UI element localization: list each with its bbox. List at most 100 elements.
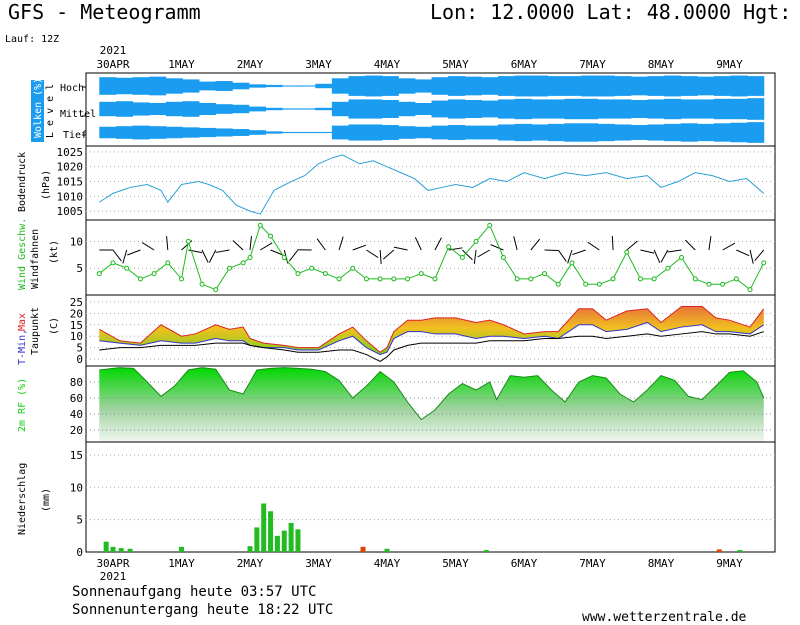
cloud-cell <box>581 98 599 120</box>
cloud-cell <box>581 75 599 97</box>
cloud-cell <box>614 124 632 141</box>
cloud-cell <box>365 99 383 119</box>
cloud-cell <box>448 76 466 96</box>
wind-speed-point <box>610 276 616 282</box>
cloud-cell <box>497 99 516 119</box>
wind-ylabel: Wind Geschw. <box>17 218 28 290</box>
cloud-cell <box>99 126 117 139</box>
cloud-cell <box>464 100 482 118</box>
cloud-cell <box>630 100 648 118</box>
temp-range-area <box>99 306 764 355</box>
cloud-cell <box>647 76 665 96</box>
cloud-cell <box>597 123 615 142</box>
cloud-cell <box>381 100 399 118</box>
cloud-cell <box>614 99 632 119</box>
cloud-cell <box>597 99 615 119</box>
wind-speed-point <box>446 244 452 250</box>
wind-speed-point <box>596 281 602 287</box>
wind-barb <box>188 249 203 254</box>
cloud-cell <box>713 98 732 120</box>
day-label-bottom: 1MAY <box>168 557 195 570</box>
wind-barb <box>434 237 442 251</box>
wind-barb <box>288 249 299 262</box>
temp-ylabel-tmax: Max <box>17 313 28 331</box>
cloud-cell <box>265 84 283 88</box>
precip-bar <box>179 546 184 552</box>
wind-barb <box>122 249 128 264</box>
cloud-cell <box>547 76 565 96</box>
cloud-cell <box>232 104 250 114</box>
wind-barb <box>626 240 638 251</box>
pressure-tick-label: 1025 <box>57 146 84 159</box>
cloud-cell <box>99 101 117 117</box>
cloud-cell <box>282 108 300 110</box>
wind-speed-point <box>309 265 315 271</box>
cloud-cell <box>381 76 399 96</box>
cloud-cell <box>348 99 366 119</box>
precipitation-panel: 0 5 10 15 <box>70 441 776 559</box>
cloud-cell <box>730 98 748 120</box>
cloud-cell <box>348 124 366 141</box>
temp-tick-label: 5 <box>76 342 83 355</box>
cloud-cell <box>664 98 682 120</box>
day-label-top: 7MAY <box>579 58 606 71</box>
cloud-cell <box>198 81 217 91</box>
cloud-cell <box>431 77 449 95</box>
wind-speed-point <box>761 260 767 266</box>
cloud-cell <box>414 79 433 93</box>
wind-speed-point <box>322 271 328 277</box>
cloud-cell <box>431 125 449 140</box>
temp-unit: (C) <box>49 317 60 335</box>
wind-barb <box>127 249 141 256</box>
sunrise-text: Sonnenaufgang heute 03:57 UTC <box>72 584 317 600</box>
wind-speed-point <box>624 249 630 255</box>
cloud-cell <box>132 125 150 140</box>
day-label-bottom: 3MAY <box>305 557 332 570</box>
precip-tick-label: 10 <box>70 481 83 494</box>
cloud-level-low: Tief <box>63 130 87 141</box>
cloud-cell <box>215 104 233 114</box>
wind-barb <box>490 244 504 251</box>
cloud-cell <box>680 123 698 142</box>
pressure-tick-label: 1005 <box>57 205 84 218</box>
wind-barb <box>382 249 395 260</box>
day-label-bottom: 5MAY <box>442 557 469 570</box>
temp-tick-label: 15 <box>70 319 83 332</box>
wind-speed-point <box>137 276 143 282</box>
cloud-cell <box>730 122 748 143</box>
wind-barb <box>477 249 490 258</box>
cloud-cell <box>298 85 316 87</box>
temp-tick-label: 25 <box>70 296 83 309</box>
wind-barb <box>653 249 661 263</box>
cloud-cell <box>248 130 266 135</box>
wind-speed-point <box>268 233 274 239</box>
cloud-cell <box>481 77 499 95</box>
wind-speed-point <box>151 271 157 277</box>
wind-speed-point <box>110 260 116 266</box>
cloud-cell <box>298 108 316 110</box>
wind-speed-point <box>240 260 246 266</box>
panel-labels: Wolken (%) L e v e l Hoch Mittel Tief Bo… <box>17 78 96 535</box>
cloud-cell <box>315 83 333 89</box>
day-label-bottom: 4MAY <box>374 557 401 570</box>
cloud-cell <box>564 123 582 142</box>
day-label-top: 6MAY <box>511 58 538 71</box>
day-label-bottom: 9MAY <box>716 557 743 570</box>
cloud-cell <box>514 98 532 120</box>
precip-ylabel: Niederschlag <box>17 463 28 535</box>
day-label-bottom: 8MAY <box>648 557 675 570</box>
precip-frame <box>85 441 776 553</box>
wind-speed-point <box>405 276 411 282</box>
wind-speed-point <box>185 238 191 244</box>
day-label-bottom: 7MAY <box>579 557 606 570</box>
wind-barb <box>112 249 122 262</box>
wind-speed-point <box>295 271 301 277</box>
precip-bar <box>261 503 267 552</box>
cloud-cell <box>697 99 715 119</box>
cloud-cell <box>182 79 200 93</box>
wind-barb <box>530 238 541 251</box>
wind-unit: (kt) <box>49 240 60 264</box>
wind-speed-point <box>706 281 712 287</box>
cloud-cell <box>198 103 217 115</box>
wind-barb <box>270 249 284 256</box>
